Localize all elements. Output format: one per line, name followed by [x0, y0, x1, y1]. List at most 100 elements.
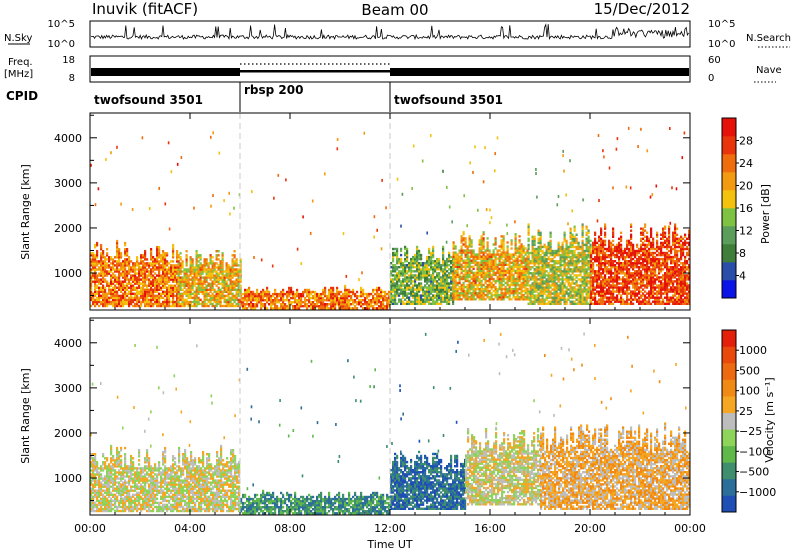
heatmap-cell — [244, 307, 247, 310]
heatmap-cell — [364, 292, 367, 296]
heatmap-cell — [602, 298, 605, 301]
heatmap-cell — [551, 249, 554, 253]
heatmap-cell — [474, 259, 477, 262]
heatmap-cell — [177, 298, 180, 302]
heatmap-cell — [520, 251, 523, 254]
heatmap-cell — [160, 304, 163, 308]
heatmap-cell — [512, 281, 515, 285]
heatmap-cell — [138, 280, 141, 283]
heatmap-cell — [539, 276, 542, 279]
heatmap-cell — [170, 284, 173, 287]
heatmap-cell — [484, 281, 487, 285]
heatmap-cell — [486, 245, 489, 248]
heatmap-cell — [428, 302, 431, 305]
heatmap-cell — [268, 290, 271, 294]
heatmap-speck — [358, 278, 360, 282]
heatmap-cell — [199, 266, 202, 269]
heatmap-speck — [300, 262, 303, 266]
heatmap-cell — [498, 259, 501, 262]
heatmap-cell — [185, 294, 188, 298]
heatmap-cell — [322, 305, 325, 308]
heatmap-cell — [462, 275, 465, 279]
heatmap-cell — [402, 270, 405, 273]
heatmap-cell — [150, 248, 153, 251]
heatmap-speck — [296, 247, 299, 251]
heatmap-cell — [529, 278, 532, 281]
heatmap-cell — [227, 288, 230, 291]
heatmap-cell — [464, 277, 467, 281]
freq-label-line1: Freq. — [8, 57, 33, 68]
heatmap-cell — [608, 278, 611, 281]
heatmap-cell — [510, 257, 513, 260]
heatmap-cell — [288, 307, 291, 310]
heatmap-cell — [490, 275, 493, 279]
heatmap-cell — [260, 307, 263, 310]
heatmap-cell — [140, 300, 143, 304]
heatmap-cell — [418, 262, 421, 265]
heatmap-cell — [112, 260, 115, 263]
heatmap-cell — [424, 268, 427, 271]
heatmap-cell — [531, 262, 534, 265]
heatmap-cell — [191, 284, 194, 287]
heatmap-cell — [492, 259, 495, 262]
heatmap-cell — [573, 290, 576, 293]
heatmap-cell — [270, 303, 273, 306]
heatmap-cell — [512, 279, 515, 283]
heatmap-cell — [404, 298, 407, 301]
heatmap-cell — [543, 272, 546, 275]
heatmap-cell — [179, 304, 182, 308]
heatmap-cell — [428, 257, 431, 261]
heatmap-cell — [201, 280, 204, 283]
heatmap-cell — [225, 284, 228, 287]
heatmap-cell — [128, 290, 131, 293]
heatmap-cell — [440, 288, 443, 291]
heatmap-cell — [440, 294, 443, 297]
heatmap-cell — [177, 278, 180, 281]
heatmap-cell — [462, 269, 465, 273]
heatmap-cell — [213, 274, 216, 277]
heatmap-cell — [148, 284, 151, 287]
heatmap-cell — [553, 255, 556, 259]
heatmap-cell — [577, 260, 580, 263]
heatmap-cell — [512, 255, 515, 258]
heatmap-cell — [354, 301, 357, 304]
heatmap-cell — [246, 296, 249, 300]
heatmap-cell — [486, 253, 489, 256]
heatmap-cell — [418, 296, 421, 299]
heatmap-cell — [606, 292, 609, 295]
heatmap-cell — [322, 307, 325, 310]
heatmap-cell — [442, 274, 445, 277]
heatmap-cell — [464, 259, 467, 262]
heatmap-cell — [106, 294, 109, 298]
heatmap-cell — [118, 264, 121, 267]
heatmap-speck — [361, 271, 363, 275]
heatmap-cell — [478, 294, 481, 297]
heatmap-cell — [410, 288, 413, 291]
heatmap-cell — [166, 272, 169, 275]
heatmap-cell — [203, 262, 206, 265]
heatmap-cell — [510, 271, 513, 275]
heatmap-cell — [376, 290, 379, 294]
heatmap-cell — [565, 253, 568, 257]
heatmap-cell — [468, 275, 471, 279]
heatmap-cell — [539, 298, 542, 301]
heatmap-cell — [500, 296, 503, 299]
heatmap-cell — [460, 294, 463, 297]
heatmap-cell — [132, 304, 135, 308]
heatmap-cell — [583, 274, 586, 277]
heatmap-cell — [195, 304, 198, 308]
heatmap-cell — [195, 266, 198, 269]
heatmap-cell — [604, 241, 607, 245]
heatmap-cell — [211, 302, 214, 306]
heatmap-cell — [110, 256, 113, 259]
heatmap-cell — [592, 302, 595, 305]
heatmap-cell — [531, 241, 534, 245]
heatmap-cell — [136, 278, 139, 281]
heatmap-cell — [454, 285, 457, 289]
heatmap-cell — [205, 272, 208, 275]
heatmap-cell — [575, 237, 578, 240]
heatmap-cell — [549, 290, 552, 293]
heatmap-cell — [392, 274, 395, 277]
heatmap-cell — [537, 262, 540, 265]
heatmap-cell — [396, 284, 399, 287]
